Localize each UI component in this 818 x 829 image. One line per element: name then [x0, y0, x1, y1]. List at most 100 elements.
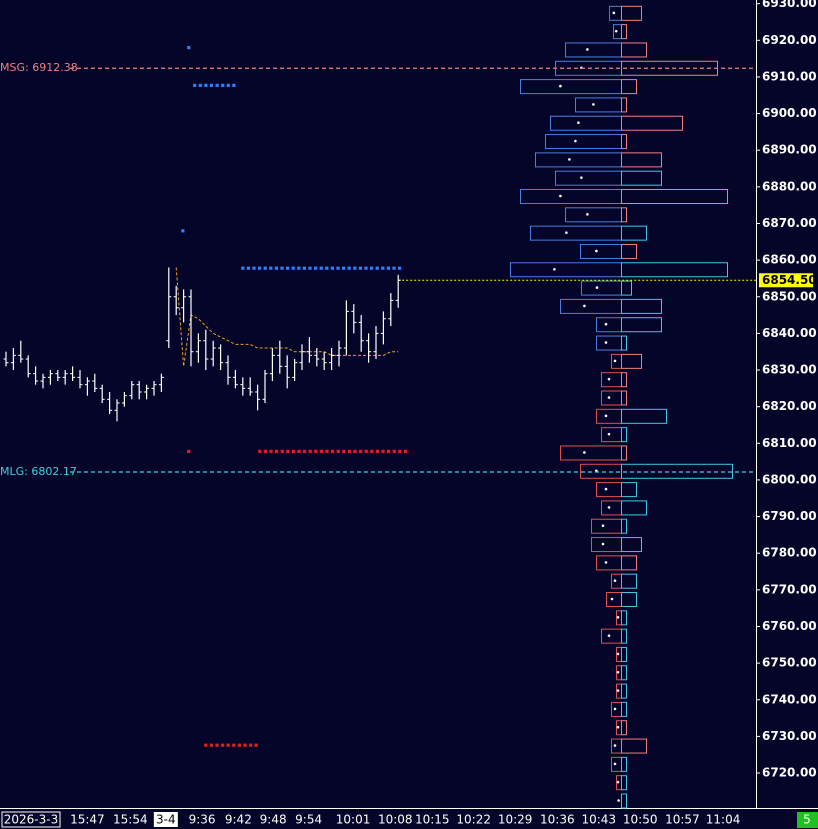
profile-right-bar: [621, 280, 632, 296]
x-tick-label: 10:01: [336, 813, 371, 827]
profile-right-bar: [621, 317, 662, 333]
profile-right-bar: [621, 592, 637, 608]
profile-right-bar: [621, 24, 627, 40]
profile-dot: [616, 616, 620, 619]
overlay-line: [175, 267, 399, 367]
marker-dot: [303, 449, 307, 453]
profile-right-bar: [621, 628, 627, 644]
marker-dot: [319, 266, 323, 270]
y-tick-label: 6770.00: [762, 582, 817, 596]
profile-right-bar: [621, 97, 627, 113]
marker-dot: [336, 449, 340, 453]
marker-dot: [386, 266, 390, 270]
profile-dot: [616, 652, 620, 656]
x-tick-label: 15:47: [70, 813, 105, 827]
profile-dot: [614, 29, 618, 33]
profile-dot: [580, 176, 583, 179]
profile-right-bar: [621, 482, 637, 498]
marker-dot: [263, 266, 267, 270]
x-tick-label: 15:54: [113, 813, 148, 827]
profile-dot: [612, 11, 616, 15]
marker-dot: [286, 266, 290, 270]
y-tick-label: 6900.00: [762, 106, 817, 120]
x-tick-label: 9:54: [295, 813, 322, 827]
marker-dot: [243, 743, 247, 747]
marker-dot: [370, 449, 374, 453]
profile-right-bar: [621, 518, 627, 534]
profile-dot: [565, 231, 568, 234]
profile-dot: [604, 341, 608, 344]
marker-dot: [359, 449, 363, 453]
marker-dot: [291, 449, 296, 453]
x-tick-label: 10:29: [498, 813, 533, 827]
badge: 5: [803, 813, 811, 827]
profile-right-bar: [621, 756, 627, 772]
marker-dot: [254, 743, 258, 747]
profile-dot: [613, 707, 617, 711]
marker-dot: [286, 449, 290, 453]
profile-dot: [574, 139, 577, 143]
marker-dot: [342, 449, 346, 453]
x-tick-label: 10:50: [623, 813, 658, 827]
profile-dot: [607, 377, 611, 381]
profile-dot: [595, 286, 599, 289]
last-price-label: 6854.50: [762, 273, 817, 287]
profile-dot: [613, 744, 617, 747]
marker-dot: [221, 83, 225, 87]
profile-right-bar: [621, 701, 627, 717]
marker-dot: [209, 83, 214, 87]
profile-dot: [601, 542, 605, 546]
profile-right-bar: [621, 298, 662, 314]
x-tick-label: 10:57: [665, 813, 700, 827]
marker-dot: [347, 449, 352, 453]
marker-dot: [269, 449, 273, 453]
marker-dot: [325, 449, 329, 453]
profile-right-bar: [621, 463, 733, 479]
profile-dot: [607, 506, 611, 509]
profile-dot: [601, 524, 605, 528]
marker-dot: [353, 449, 357, 453]
marker-dot: [375, 266, 379, 270]
marker-dot: [258, 266, 262, 270]
profile-dot: [616, 725, 620, 729]
profile-dot: [607, 634, 611, 637]
marker-dot: [297, 449, 301, 453]
profile-dot: [613, 762, 617, 766]
marker-dot: [347, 266, 351, 270]
profile-dot: [617, 799, 620, 802]
profile-right-bar: [621, 243, 637, 259]
marker-dot: [241, 266, 245, 270]
marker-dot: [398, 449, 402, 453]
profile-dot: [607, 432, 611, 436]
marker-dot: [221, 743, 225, 747]
profile-dot: [583, 304, 586, 308]
marker-dot: [280, 449, 284, 453]
marker-dot: [204, 83, 208, 87]
profile-right-bar: [621, 793, 627, 809]
marker-dot: [403, 449, 408, 453]
profile-right-bar: [621, 42, 647, 58]
marker-dot: [215, 83, 219, 87]
marker-dot: [263, 449, 268, 453]
marker-dot: [198, 83, 202, 87]
y-tick-label: 6750.00: [762, 656, 817, 670]
marker-dot: [237, 743, 241, 747]
profile-right-bar: [621, 665, 627, 681]
level-label-bg: [0, 61, 68, 76]
marker-dot: [387, 449, 391, 453]
profile-dot: [559, 84, 562, 88]
profile-right-bar: [621, 573, 637, 589]
marker-dot: [187, 46, 191, 50]
marker-dot: [392, 449, 396, 453]
x-tick-label: 10:22: [456, 813, 491, 827]
profile-dot: [616, 670, 620, 674]
y-tick-label: 6800.00: [762, 472, 817, 486]
y-tick-label: 6830.00: [762, 363, 817, 377]
y-tick-label: 6760.00: [762, 619, 817, 633]
profile-dot: [568, 158, 571, 161]
x-tick-highlight: [153, 812, 178, 827]
marker-dot: [209, 743, 213, 747]
profile-right-bar: [621, 427, 627, 443]
profile-dot: [592, 103, 595, 106]
badge-box: [797, 812, 818, 828]
